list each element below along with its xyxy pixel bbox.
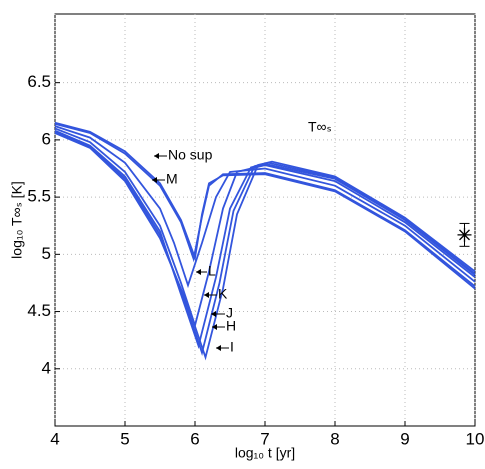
x-tick-label: 4 (50, 429, 59, 448)
series-line (54, 127, 476, 329)
y-tick-label: 4.5 (27, 301, 51, 320)
y-tick-label: 5.5 (27, 187, 51, 206)
series-label: I (230, 339, 234, 355)
series-label: L (208, 263, 216, 279)
series-label: No sup (168, 147, 213, 163)
x-tick-label: 10 (466, 429, 485, 448)
series-line (54, 131, 476, 356)
series-line (54, 129, 476, 350)
x-tick-label: 9 (400, 429, 409, 448)
arrow-head (196, 269, 201, 275)
arrow-head (204, 292, 209, 298)
series-line (54, 122, 476, 288)
y-tick-label: 6 (42, 129, 51, 148)
x-axis-label: log₁₀ t [yr] (235, 445, 295, 461)
y-tick-label: 6.5 (27, 72, 51, 91)
series-line (54, 132, 476, 361)
series-line (54, 125, 476, 289)
plot-frame (54, 13, 476, 427)
series-label: J (226, 305, 233, 321)
series-label: M (166, 171, 178, 187)
series-label: H (226, 318, 236, 334)
observation-point (457, 227, 472, 242)
arrow-head (154, 153, 159, 159)
x-tick-label: 5 (120, 429, 129, 448)
x-tick-label: 8 (330, 429, 339, 448)
series-label: K (218, 286, 228, 302)
arrow-head (216, 345, 221, 351)
annotation: T∞ₛ (308, 119, 332, 135)
y-axis-label: log₁₀ T∞ₛ [K] (9, 181, 25, 259)
arrow-head (211, 311, 216, 317)
y-tick-label: 5 (42, 244, 51, 263)
y-tick-label: 4 (42, 358, 51, 377)
arrow-head (152, 177, 157, 183)
x-tick-label: 7 (260, 429, 269, 448)
x-tick-label: 6 (190, 429, 199, 448)
arrow-head (212, 324, 217, 330)
